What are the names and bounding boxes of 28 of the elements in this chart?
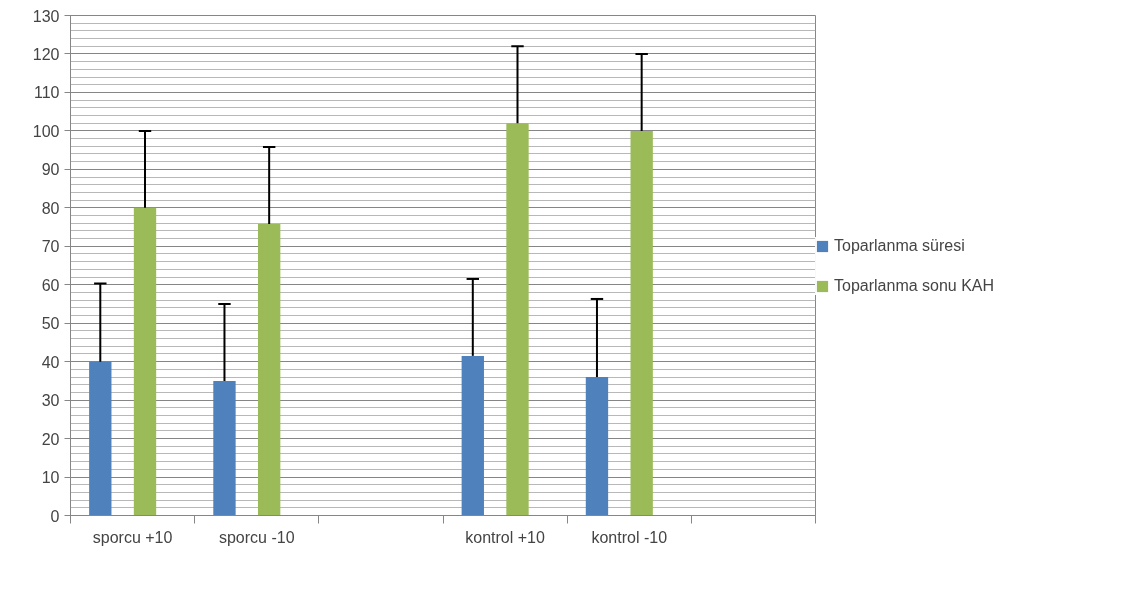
bar — [506, 123, 529, 516]
x-tick-label: sporcu +10 — [92, 528, 173, 546]
y-tick-label: 30 — [41, 392, 60, 410]
x-tick-label: sporcu -10 — [218, 528, 295, 546]
y-tick-label: 10 — [41, 469, 60, 487]
legend-label: Toparlanma süresi — [834, 237, 965, 255]
bar — [461, 355, 484, 516]
bar — [585, 377, 609, 516]
bar — [133, 207, 157, 516]
x-tick-label: kontrol +10 — [465, 528, 545, 546]
y-tick-label: 110 — [33, 84, 60, 102]
y-tick-label: 90 — [41, 161, 60, 179]
y-tick-label: 0 — [50, 507, 60, 525]
bar — [89, 361, 112, 516]
y-tick-label: 120 — [32, 45, 60, 63]
y-tick-label: 130 — [32, 7, 60, 25]
y-tick-label: 50 — [41, 315, 60, 333]
y-tick-label: 100 — [32, 122, 60, 140]
y-tick-label: 60 — [41, 276, 60, 294]
y-tick-label: 70 — [41, 238, 60, 256]
bar — [213, 380, 236, 516]
bar — [630, 130, 653, 516]
bar — [257, 223, 281, 516]
y-tick-label: 20 — [41, 430, 60, 448]
y-tick-label: 40 — [41, 353, 60, 371]
x-tick-label: kontrol -10 — [591, 528, 668, 546]
y-tick-label: 80 — [41, 199, 60, 217]
legend-label: Toparlanma sonu KAH — [834, 277, 995, 295]
